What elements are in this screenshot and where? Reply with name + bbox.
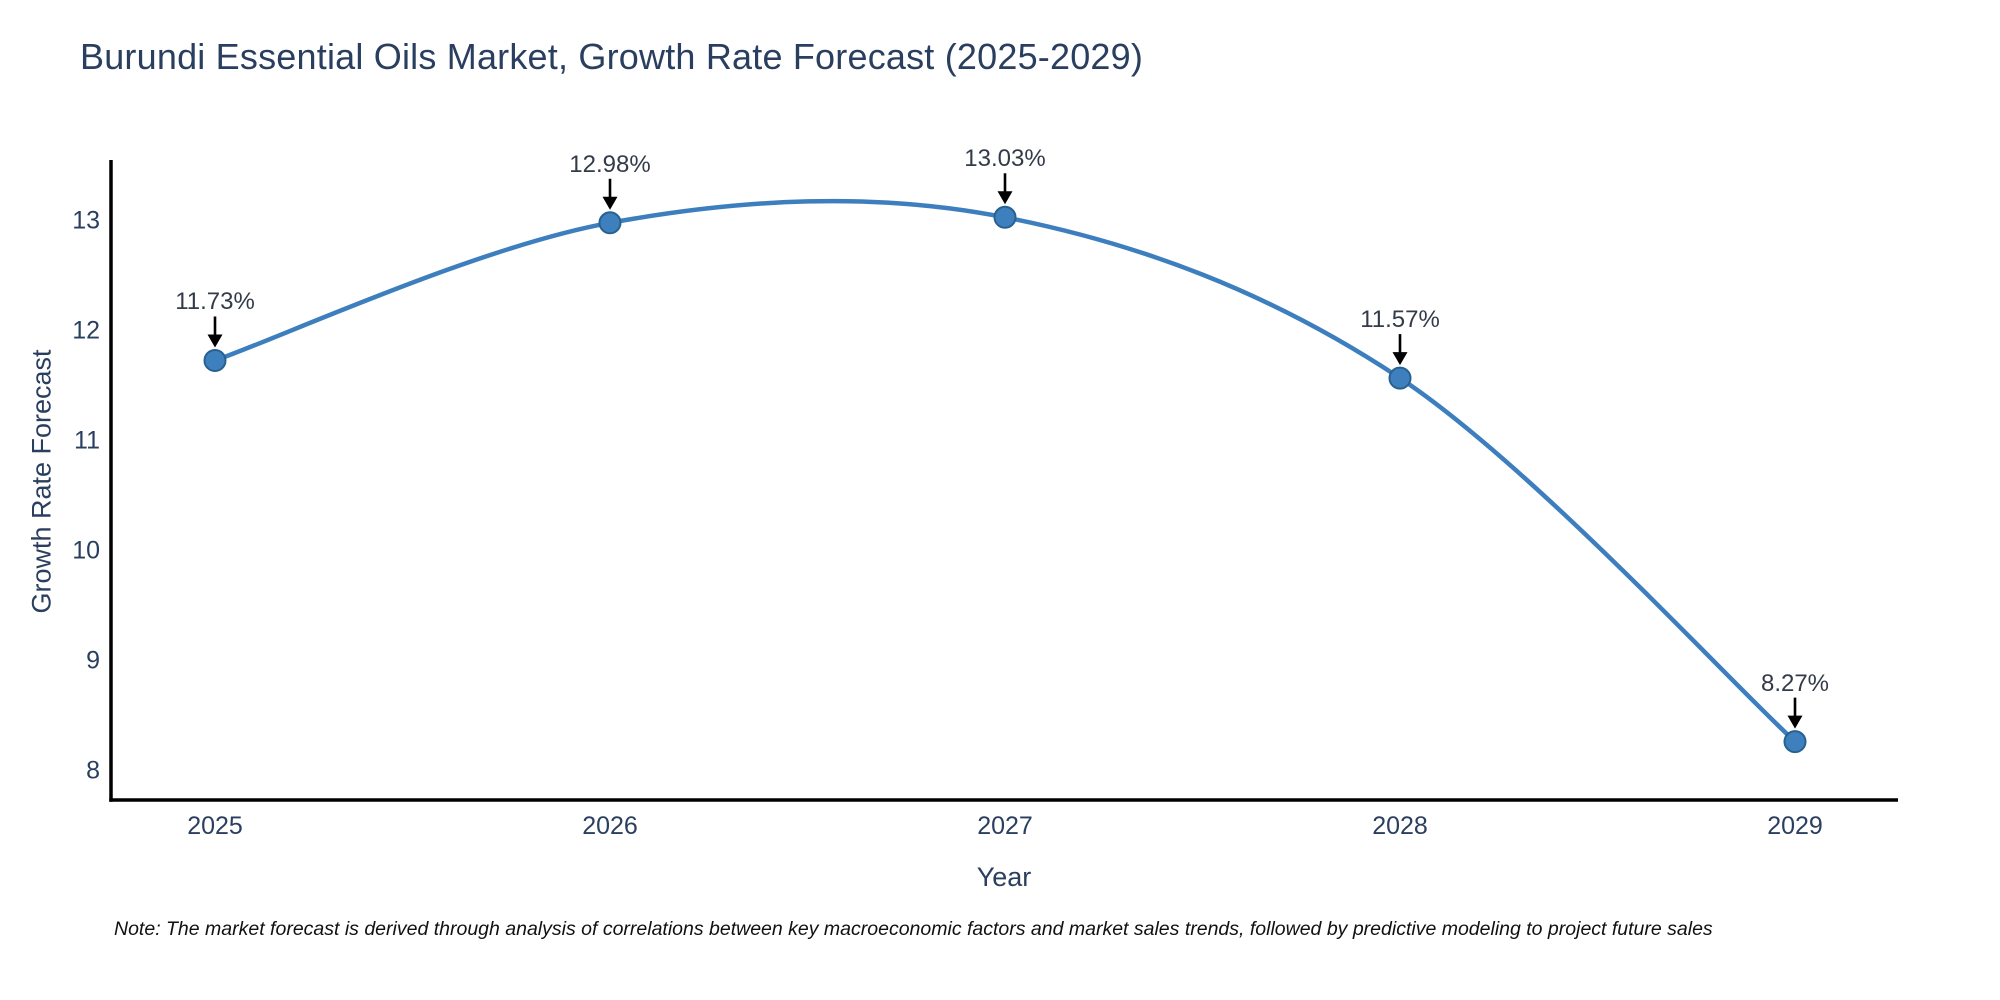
data-point-label: 13.03%	[964, 145, 1046, 173]
y-tick-label: 8	[86, 756, 100, 785]
data-point-marker	[1388, 366, 1412, 390]
x-tick-label: 2028	[1372, 812, 1428, 840]
axis-lines	[109, 160, 1898, 802]
annotation-arrows	[207, 173, 1803, 729]
footnote: Note: The market forecast is derived thr…	[114, 918, 1713, 940]
line-series	[212, 198, 1798, 744]
data-point-markers	[203, 205, 1807, 754]
data-point-label: 11.57%	[1360, 306, 1440, 334]
data-point-marker	[598, 211, 622, 235]
x-axis-title: Year	[976, 862, 1032, 892]
y-tick-label: 12	[72, 316, 100, 345]
data-point-label: 12.98%	[569, 150, 651, 178]
y-axis-title: Growth Rate Forecast	[26, 349, 57, 614]
y-tick-label: 13	[72, 206, 100, 235]
x-tick-label: 2027	[977, 812, 1033, 840]
y-tick-label: 10	[72, 536, 100, 565]
data-point-label: 8.27%	[1760, 669, 1830, 697]
forecast-line	[212, 198, 1798, 744]
chart-title: Burundi Essential Oils Market, Growth Ra…	[80, 36, 1144, 77]
data-point-marker	[1783, 730, 1807, 754]
data-point-marker	[203, 348, 227, 372]
data-point-label: 11.73%	[175, 288, 255, 316]
data-point-marker	[993, 205, 1017, 229]
y-tick-label: 11	[74, 426, 100, 455]
y-tick-label: 9	[86, 646, 100, 675]
x-tick-label: 2025	[187, 812, 243, 840]
x-tick-label: 2026	[582, 812, 638, 840]
x-tick-label: 2029	[1767, 812, 1823, 840]
